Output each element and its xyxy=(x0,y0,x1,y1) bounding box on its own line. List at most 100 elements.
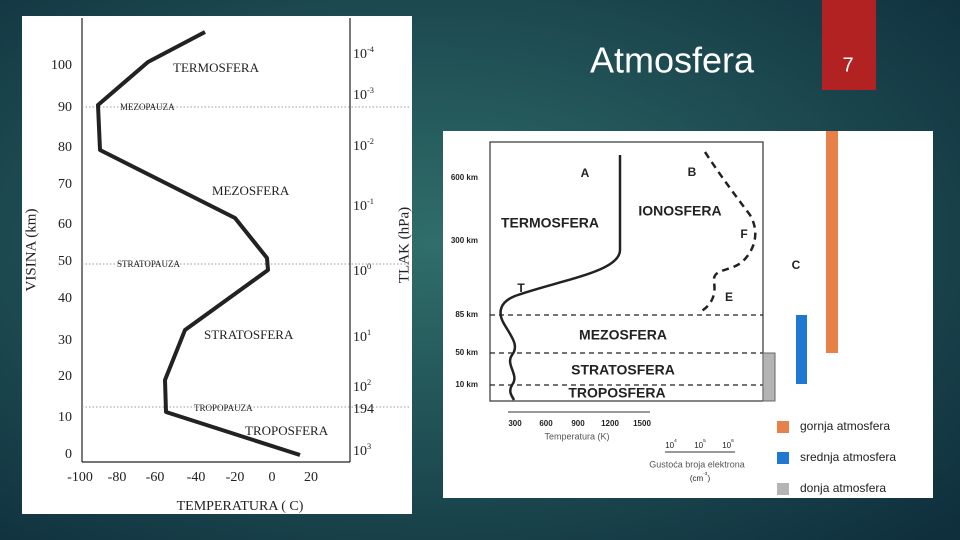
x-tick-label: -60 xyxy=(146,470,165,485)
density-tick-label-exp: 5 xyxy=(703,438,706,444)
altitude-label: 600 km xyxy=(451,173,478,182)
pressure-tick-label: 10-1 xyxy=(353,197,374,214)
pressure-tick-label: 10-4 xyxy=(353,45,375,62)
y-tick-label: 100 xyxy=(51,58,72,73)
density-tick-label: 104 xyxy=(665,438,677,450)
page-number-box xyxy=(822,0,876,90)
density-tick-label: 105 xyxy=(694,438,706,450)
y-tick-label: 70 xyxy=(58,177,72,192)
density-axis-label: Gustoća broja elektrona xyxy=(649,459,745,469)
y-tick-label: 10 xyxy=(58,410,72,425)
density-tick-label-exp: 4 xyxy=(674,438,677,444)
x-axis-label: TEMPERATURA ( C) xyxy=(177,499,304,514)
altitude-label: 85 km xyxy=(455,310,478,319)
temperature-tick-label: 600 xyxy=(539,419,553,428)
pressure-tick-label-exp: -2 xyxy=(367,137,374,146)
pressure-tick-label-exp: 0 xyxy=(367,262,371,271)
layer-label: STRATOSFERA xyxy=(571,362,675,378)
x-tick-label: 20 xyxy=(304,470,318,485)
boundary-lines xyxy=(490,314,763,386)
curve-label: B xyxy=(688,165,697,179)
temperature-tick-label: 900 xyxy=(571,419,585,428)
temperature-tick-label: 1200 xyxy=(601,419,619,428)
layer-label: MEZOSFERA xyxy=(212,183,290,198)
pressure-tick-label-exp: 2 xyxy=(367,378,371,387)
layer-label: MEZOSFERA xyxy=(579,327,667,343)
curve-label: F xyxy=(740,227,747,241)
x-tick-label: 0 xyxy=(269,470,276,485)
layer-label: STRATOPAUZA xyxy=(117,259,181,269)
pressure-tick-label: 102 xyxy=(353,378,371,395)
page-number: 7 xyxy=(842,54,853,76)
pause-lines xyxy=(82,106,410,408)
altitude-label: 300 km xyxy=(451,236,478,245)
density-unit-end: ) xyxy=(707,474,710,483)
y-tick-label: 60 xyxy=(58,217,72,232)
curve-label: C xyxy=(792,258,801,272)
pressure-tick-label-base: 10 xyxy=(353,88,367,103)
pressure-tick-label-exp: -1 xyxy=(367,197,374,206)
legend-label: gornja atmosfera xyxy=(800,419,890,433)
pressure-tick-label-exp: -3 xyxy=(367,86,374,95)
y-tick-label: 80 xyxy=(58,140,72,155)
pressure-tick-label-exp: 3 xyxy=(367,442,371,451)
density-tick-label-base: 10 xyxy=(694,441,703,450)
y-tick-label: 40 xyxy=(58,291,72,306)
temperature-tick-label: 1500 xyxy=(633,419,651,428)
curve-label: E xyxy=(725,290,733,304)
middle-bar xyxy=(796,315,807,384)
curve-label: T xyxy=(517,281,525,295)
layer-label: TROPOPAUZA xyxy=(194,403,253,413)
legend-swatch xyxy=(777,421,789,433)
y-axis-label: VISINA (km) xyxy=(23,209,39,292)
altitude-label: 10 km xyxy=(455,380,478,389)
left-axes xyxy=(81,18,351,463)
x-tick-label: -20 xyxy=(226,470,245,485)
lower-bar xyxy=(762,352,776,402)
x-tick-label: -40 xyxy=(187,470,206,485)
electron-density-curve xyxy=(699,151,757,314)
y-tick-label: 90 xyxy=(58,100,72,115)
density-tick-label-base: 10 xyxy=(722,441,731,450)
legend-swatch xyxy=(777,483,789,495)
pressure-tick-label-base: 10 xyxy=(353,199,367,214)
x-tick-label: -100 xyxy=(67,470,93,485)
pressure-tick-label: 10-2 xyxy=(353,137,374,154)
layer-label: TROPOSFERA xyxy=(245,423,329,438)
pressure-tick-label-base: 10 xyxy=(353,139,367,154)
pressure-tick-label-base: 10 xyxy=(353,330,367,345)
pressure-tick-label: 103 xyxy=(353,442,371,459)
density-tick-label-exp: 6 xyxy=(731,438,734,444)
density-tick-label-base: 10 xyxy=(665,441,674,450)
density-unit-base: (cm xyxy=(690,474,704,483)
temperature-curve xyxy=(499,155,622,401)
temperature-profile xyxy=(96,30,301,457)
pressure-tick-label-base: 194 xyxy=(353,402,374,417)
y-tick-label: 30 xyxy=(58,333,72,348)
y-tick-label: 20 xyxy=(58,369,72,384)
upper-bar xyxy=(826,131,838,353)
temperature-tick-label: 300 xyxy=(508,419,522,428)
layer-label: IONOSFERA xyxy=(638,203,721,219)
y-tick-label: 50 xyxy=(58,254,72,269)
plot-frame xyxy=(489,141,764,402)
layer-label: STRATOSFERA xyxy=(204,327,294,342)
pressure-tick-label-base: 10 xyxy=(353,264,367,279)
y-tick-label: 0 xyxy=(65,447,72,462)
pressure-tick-label: 194 xyxy=(353,402,374,417)
layer-label: MEZOPAUZA xyxy=(120,102,175,112)
temperature-axis-label: Temperatura (K) xyxy=(544,431,609,441)
pressure-tick-label-base: 10 xyxy=(353,444,367,459)
legend-label: donja atmosfera xyxy=(800,481,886,495)
pressure-tick-label: 10-3 xyxy=(353,86,374,103)
curve-label: A xyxy=(581,166,590,180)
layer-label: TROPOSFERA xyxy=(568,385,665,401)
legend-swatch xyxy=(777,452,789,464)
right-axis-label: TLAK (hPa) xyxy=(396,207,412,283)
pressure-tick-label-exp: 1 xyxy=(367,328,371,337)
layer-label: TERMOSFERA xyxy=(173,60,260,75)
legend-label: srednja atmosfera xyxy=(800,450,896,464)
pressure-tick-label: 100 xyxy=(353,262,371,279)
